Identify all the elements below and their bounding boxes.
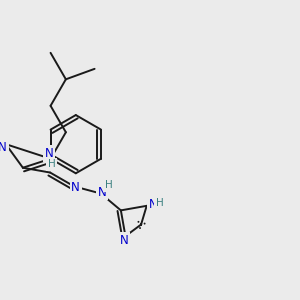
Text: N: N — [98, 186, 106, 199]
Text: N: N — [0, 141, 7, 154]
Text: N: N — [45, 147, 53, 160]
Text: H: H — [105, 180, 113, 190]
Text: N: N — [149, 198, 158, 211]
Text: H: H — [156, 198, 164, 208]
Text: H: H — [48, 159, 56, 170]
Text: N: N — [71, 181, 80, 194]
Text: N: N — [120, 234, 128, 247]
